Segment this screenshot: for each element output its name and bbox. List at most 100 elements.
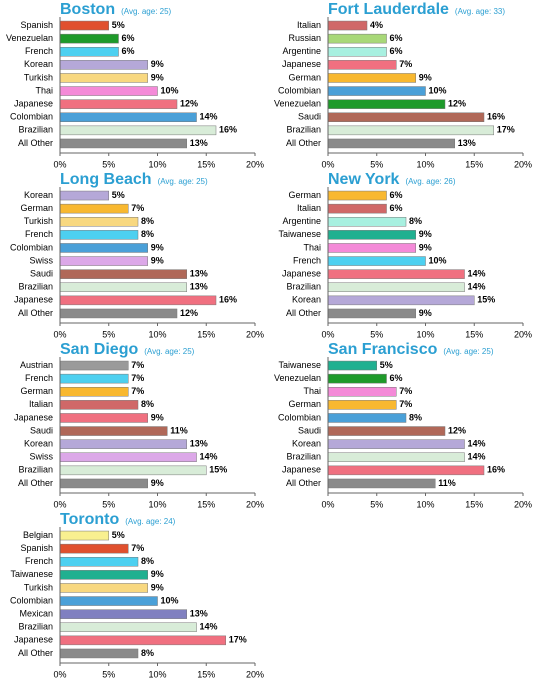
value-label: 9% <box>419 229 432 239</box>
value-label: 16% <box>219 295 237 305</box>
category-label: Argentine <box>282 46 321 56</box>
bar <box>59 400 139 410</box>
category-label: All Other <box>18 648 53 658</box>
chart-title: Toronto <box>60 511 119 528</box>
x-tick-label: 0% <box>321 159 334 169</box>
bar <box>59 426 168 436</box>
bar <box>59 112 197 122</box>
category-label: German <box>20 386 53 396</box>
bar <box>327 308 416 319</box>
category-label: Brazilian <box>286 452 321 462</box>
value-label: 12% <box>448 99 466 109</box>
value-label: 5% <box>112 190 125 200</box>
bar <box>327 452 465 462</box>
category-label: Colombian <box>278 412 321 422</box>
value-label: 8% <box>409 412 422 422</box>
bar <box>59 295 217 306</box>
x-tick-label: 15% <box>465 499 483 509</box>
x-tick-label: 0% <box>53 499 66 509</box>
bar <box>59 413 148 423</box>
value-label: 7% <box>131 386 144 396</box>
category-label: German <box>288 190 321 200</box>
bar <box>59 203 129 214</box>
category-label: Japanese <box>282 465 321 475</box>
value-label: 9% <box>151 582 164 592</box>
category-label: Taiwanese <box>278 229 321 239</box>
x-tick-label: 5% <box>370 329 383 339</box>
chart-subtitle: (Avg. age: 25) <box>144 347 194 356</box>
category-label: Brazilian <box>286 282 321 292</box>
value-label: 6% <box>390 203 403 213</box>
bar <box>59 452 197 462</box>
category-label: All Other <box>286 478 321 488</box>
category-label: Venezuelan <box>274 373 321 383</box>
value-label: 9% <box>151 72 164 82</box>
category-label: Swiss <box>29 452 53 462</box>
bar <box>327 138 455 149</box>
category-label: Saudi <box>30 269 53 279</box>
category-label: German <box>288 72 321 82</box>
bar <box>59 360 129 371</box>
category-label: Japanese <box>14 295 53 305</box>
category-label: Spanish <box>20 543 53 553</box>
value-label: 13% <box>458 138 476 148</box>
bar <box>59 60 148 70</box>
value-label: 5% <box>112 530 125 540</box>
value-label: 13% <box>190 282 208 292</box>
category-label: Japanese <box>14 635 53 645</box>
category-label: French <box>25 46 53 56</box>
x-tick-label: 10% <box>416 159 434 169</box>
bar <box>327 203 387 214</box>
bar <box>327 190 387 201</box>
x-tick-label: 0% <box>53 159 66 169</box>
value-label: 6% <box>390 190 403 200</box>
category-label: Belgian <box>23 530 53 540</box>
x-tick-label: 0% <box>321 329 334 339</box>
x-tick-label: 5% <box>102 669 115 679</box>
category-label: All Other <box>286 308 321 318</box>
category-label: Taiwanese <box>10 569 53 579</box>
category-label: All Other <box>286 138 321 148</box>
bar <box>59 138 187 149</box>
bar <box>327 256 426 266</box>
bar <box>59 99 178 109</box>
bar <box>59 243 148 253</box>
category-label: Saudi <box>298 425 321 435</box>
value-label: 4% <box>370 20 383 30</box>
x-tick-label: 5% <box>370 159 383 169</box>
value-label: 13% <box>190 138 208 148</box>
bar <box>59 543 129 554</box>
value-label: 13% <box>190 269 208 279</box>
bar <box>327 373 387 384</box>
bar <box>59 47 119 57</box>
category-label: Thai <box>35 85 53 95</box>
bar <box>327 413 407 423</box>
bar <box>59 583 148 593</box>
bar <box>327 478 436 489</box>
bar <box>327 217 407 227</box>
value-label: 16% <box>487 465 505 475</box>
category-label: Spanish <box>20 20 53 30</box>
value-label: 14% <box>200 622 218 632</box>
chart-title: Long Beach <box>60 171 152 188</box>
value-label: 9% <box>419 242 432 252</box>
value-label: 10% <box>161 85 179 95</box>
category-label: Korean <box>24 439 53 449</box>
category-label: Saudi <box>30 425 53 435</box>
category-label: Mexican <box>19 609 53 619</box>
chart-subtitle: (Avg. age: 24) <box>125 517 175 526</box>
category-label: Japanese <box>14 99 53 109</box>
bar <box>59 622 197 632</box>
category-label: Turkish <box>24 72 53 82</box>
bar <box>59 217 139 227</box>
category-label: Brazilian <box>18 465 53 475</box>
category-label: Swiss <box>29 255 53 265</box>
bar <box>59 373 129 384</box>
bar <box>59 609 187 619</box>
x-tick-label: 15% <box>465 159 483 169</box>
value-label: 7% <box>399 59 412 69</box>
value-label: 10% <box>429 85 447 95</box>
value-label: 14% <box>468 282 486 292</box>
bar <box>59 256 148 266</box>
